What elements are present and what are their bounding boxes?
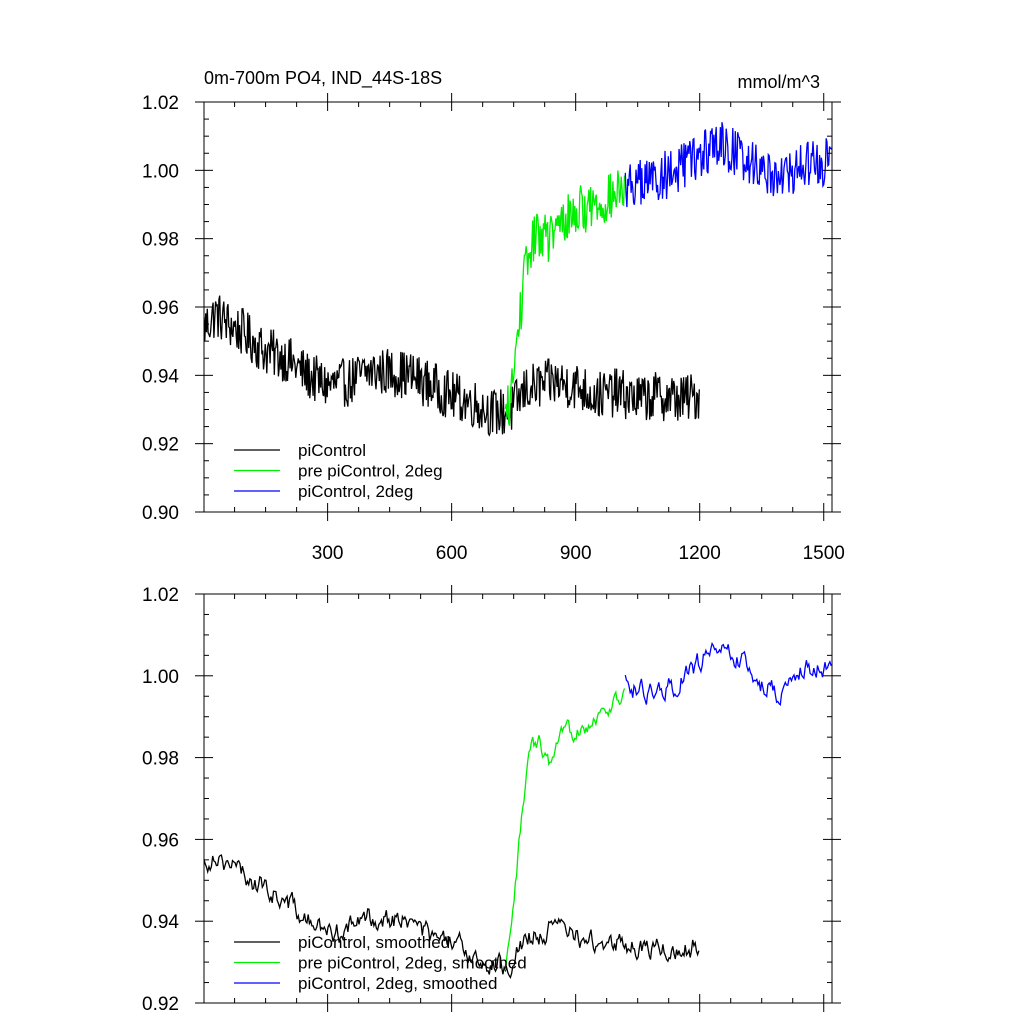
legend-label: piControl bbox=[298, 441, 366, 460]
y-tick-label: 1.00 bbox=[142, 667, 179, 688]
y-tick-label: 0.94 bbox=[142, 366, 179, 387]
y-tick-label: 1.00 bbox=[142, 161, 179, 182]
y-tick-label: 0.98 bbox=[142, 230, 179, 251]
legend-label: piControl, 2deg bbox=[298, 482, 413, 501]
y-tick-label: 0.94 bbox=[142, 912, 179, 933]
legend-label: piControl, smoothed bbox=[298, 933, 450, 952]
series-line-1 bbox=[204, 854, 700, 980]
x-tick-label: 1500 bbox=[803, 543, 845, 564]
y-tick-label: 1.02 bbox=[142, 93, 179, 114]
bottom-panel: 0.92 0.94 0.96 0.98 1.00 1.02 piControl, smoot… bbox=[142, 585, 841, 1015]
y-tick-label: 0.92 bbox=[142, 435, 179, 456]
x-tick-label: 900 bbox=[560, 543, 592, 564]
x-tick-label: 1200 bbox=[679, 543, 721, 564]
x-tick-label: 600 bbox=[436, 543, 468, 564]
y-tick-label: 0.96 bbox=[142, 830, 179, 851]
top-panel: 300 600 900 1200 1500 0.90 0.92 0.94 0.96 0.98 1.0… bbox=[142, 68, 845, 564]
chart-title: 0m-700m PO4, IND_44S-18S bbox=[204, 68, 442, 89]
series-line-2 bbox=[504, 170, 626, 426]
series-line-1 bbox=[204, 295, 700, 437]
series-line-3 bbox=[624, 122, 832, 208]
y-tick-label: 0.92 bbox=[142, 994, 179, 1015]
x-tick-label: 300 bbox=[312, 543, 344, 564]
y-tick-label: 0.90 bbox=[142, 503, 179, 524]
series-line-3 bbox=[624, 641, 832, 706]
legend-label: pre piControl, 2deg, smoothed bbox=[298, 954, 527, 973]
legend-label: piControl, 2deg, smoothed bbox=[298, 974, 497, 993]
series-line-2 bbox=[504, 688, 626, 971]
y-tick-label: 0.96 bbox=[142, 298, 179, 319]
y-tick-label: 0.98 bbox=[142, 749, 179, 770]
legend-label: pre piControl, 2deg bbox=[298, 462, 443, 481]
y-tick-label: 1.02 bbox=[142, 585, 179, 606]
units-label: mmol/m^3 bbox=[738, 72, 820, 92]
